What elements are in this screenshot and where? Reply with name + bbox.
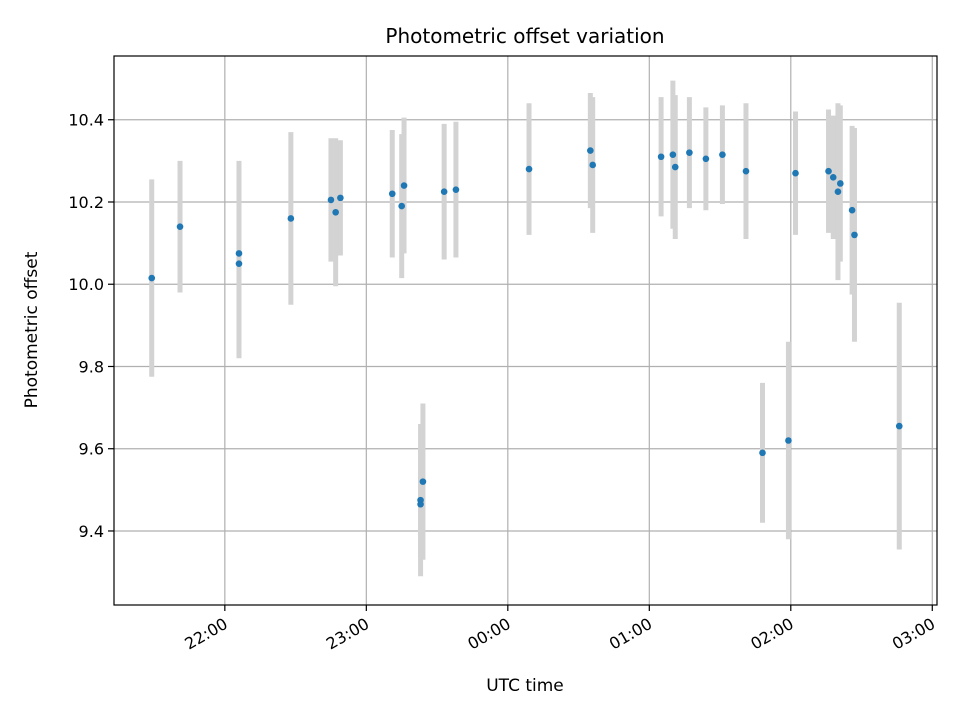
data-point [587,147,594,154]
errorbar-layer [149,80,902,577]
data-point [235,250,243,257]
data-point [337,194,344,202]
data-point [176,223,184,230]
data-point [327,196,335,204]
x-tick-label: 23:00 [323,614,372,654]
data-point [825,167,832,175]
data-point [848,206,856,214]
x-tick-label: 00:00 [464,614,513,654]
y-tick-label: 10.2 [68,193,104,212]
x-axis-title: UTC time [486,676,564,696]
data-point [834,188,842,196]
grid-layer [114,56,937,605]
x-tick-label: 03:00 [889,614,938,654]
plot-frame [113,55,938,606]
y-tick-label: 9.8 [79,357,104,376]
data-point [452,186,460,193]
data-point [851,231,858,239]
data-point [440,188,448,196]
data-point [671,163,679,171]
data-point [589,161,597,169]
data-point [400,182,408,189]
y-tick-label: 9.4 [79,522,104,541]
data-point [686,149,693,156]
data-point [792,169,799,177]
x-tick-label: 01:00 [606,614,655,654]
data-point [148,274,156,282]
data-point [669,151,677,158]
data-point [398,202,405,210]
data-point [287,215,295,222]
data-point [417,500,424,508]
data-point [332,208,339,216]
data-point [895,422,903,430]
data-point [235,260,243,267]
x-tick-label: 02:00 [747,614,796,654]
data-point [657,153,665,161]
data-point [829,174,837,181]
data-point [759,449,766,457]
data-point [719,151,726,158]
tick-layer: 22:00 23:00 00:00 01:00 02:00 03:00 9.4 9.6 9.8 1… [68,111,938,654]
data-point [742,167,750,175]
data-point [419,478,427,485]
y-tick-label: 10.4 [68,111,104,130]
y-tick-label: 10.0 [68,275,104,294]
data-point [702,155,710,163]
data-point [837,180,844,187]
point-layer [148,147,903,508]
data-point [388,190,396,198]
data-point [785,437,792,444]
data-point [525,165,533,173]
x-tick-label: 22:00 [181,614,230,654]
y-tick-label: 9.6 [79,440,104,459]
chart-title: Photometric offset variation [385,24,664,48]
y-axis-title: Photometric offset [22,251,42,408]
